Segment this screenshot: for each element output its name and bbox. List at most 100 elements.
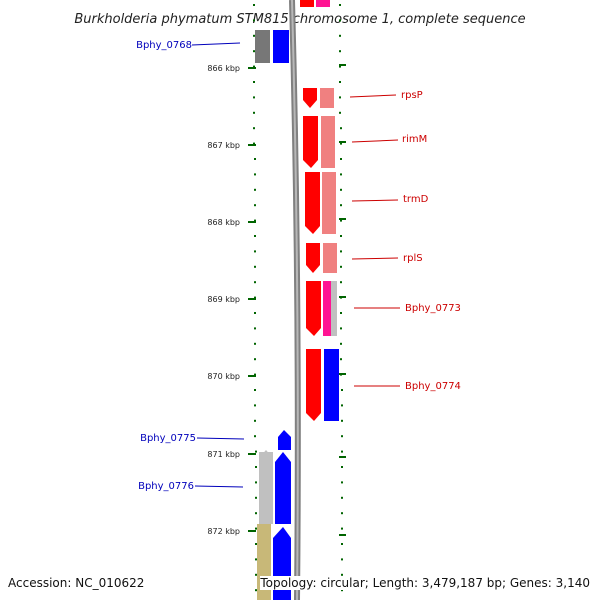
tick-dot (340, 358, 342, 361)
tick-dot (254, 265, 256, 268)
tick-dot (340, 327, 342, 330)
tick-dot (253, 50, 255, 53)
gene-block-bphy0773-gray[interactable] (331, 281, 337, 336)
gene-arrow-bphy0774[interactable] (306, 349, 321, 421)
tick-dot (340, 265, 342, 268)
kbp-label: 868 kbp (207, 218, 240, 227)
gene-arrow-bphy0776[interactable] (275, 452, 291, 524)
tick-dot (254, 419, 256, 422)
gene-block-rplS-light[interactable] (323, 243, 337, 273)
tick-dot (255, 466, 257, 468)
gene-arrow-rimM[interactable] (303, 116, 318, 168)
gene-label-bphy0774[interactable]: Bphy_0774 (405, 381, 461, 392)
tick-dot (341, 558, 343, 561)
tick-dot (253, 4, 255, 6)
tick-dot (253, 96, 255, 99)
tick-dot (254, 250, 256, 253)
tick-dot (254, 404, 256, 407)
gene-label-bphy0775[interactable]: Bphy_0775 (140, 433, 196, 444)
tick-dot (255, 450, 257, 453)
gene-block-bphy0776-gray[interactable] (259, 452, 273, 524)
major-tick (248, 530, 256, 532)
kbp-label: 870 kbp (207, 372, 240, 381)
kbp-label: 869 kbp (207, 295, 240, 304)
leader-line (351, 257, 399, 260)
gene-label-rplS[interactable]: rplS (403, 253, 423, 264)
tick-dot (341, 389, 343, 391)
major-tick (248, 67, 256, 69)
gene-label-bphy0773[interactable]: Bphy_0773 (405, 303, 461, 314)
gene-label-bphy0776[interactable]: Bphy_0776 (138, 481, 194, 492)
map-title: Burkholderia phymatum STM815 chromosome … (74, 12, 525, 27)
gene-label-rimM[interactable]: rimM (402, 134, 427, 145)
tick-dot (341, 573, 343, 576)
gene-arrow-bphy0773[interactable] (306, 281, 321, 336)
tick-dot (255, 527, 257, 530)
gene-block-trmD-light[interactable] (322, 172, 336, 234)
gene-label-bphy0768[interactable]: Bphy_0768 (136, 40, 192, 51)
gene-block-bphy0768-gray[interactable] (255, 30, 270, 63)
topology-text: Topology: circular; Length: 3,479,187 bp… (260, 576, 590, 590)
tick-dot (254, 296, 256, 299)
tick-dot (341, 435, 343, 438)
accession-text: Accession: NC_010622 (8, 576, 145, 590)
tick-dot (255, 496, 257, 499)
tick-dot (340, 250, 342, 253)
leader-line (194, 485, 244, 488)
leader-line (349, 94, 397, 98)
tick-dot (340, 342, 342, 345)
tick-dot (339, 34, 341, 37)
tick-dot (341, 589, 343, 592)
tick-dot (254, 219, 256, 222)
major-tick (339, 141, 346, 143)
tick-dot (339, 111, 341, 114)
tick-dot (340, 158, 342, 160)
tick-dot (339, 4, 341, 6)
tick-dot (340, 235, 342, 237)
gene-arrow-bphy0775[interactable] (278, 430, 291, 450)
major-tick (248, 375, 256, 377)
leader-line (351, 199, 399, 202)
right-tick-column (339, 4, 346, 592)
tick-dot (255, 543, 257, 545)
leader-line (196, 437, 245, 440)
gene-block-rpsP-light[interactable] (320, 88, 334, 108)
tick-dot (253, 19, 255, 22)
gene-block-bphy0768[interactable] (273, 30, 289, 63)
major-tick (339, 456, 346, 458)
tick-dot (255, 512, 257, 515)
gene-arrow-rplS[interactable] (306, 243, 320, 273)
gene-block-rimM-light[interactable] (321, 116, 335, 168)
tick-dot (254, 342, 256, 345)
major-tick (248, 221, 256, 223)
kbp-label: 866 kbp (207, 64, 240, 73)
tick-dot (254, 327, 256, 330)
tick-dot (339, 50, 341, 53)
tick-dot (340, 142, 342, 145)
tick-dot (253, 142, 255, 145)
gene-label-rpsP[interactable]: rpsP (401, 90, 423, 101)
gene-block-bphy0774-blue[interactable] (324, 349, 339, 421)
major-tick (248, 144, 256, 146)
major-tick (339, 296, 346, 298)
tick-dot (254, 188, 256, 191)
chromosome-backbone-highlight (291, 0, 299, 600)
major-tick (248, 298, 256, 300)
gene-arrow-trmD[interactable] (305, 172, 320, 234)
major-tick (339, 64, 346, 66)
tick-dot (339, 65, 341, 68)
tick-dot (254, 373, 256, 376)
major-tick (339, 218, 346, 220)
gene-arrow-rpsP[interactable] (303, 88, 317, 108)
tick-dot (254, 158, 256, 160)
gene-block-top-pink (316, 0, 330, 7)
tick-dot (254, 173, 256, 176)
tick-dot (255, 481, 257, 484)
tick-dot (340, 281, 342, 284)
gene-block-bphy0773-pink[interactable] (323, 281, 331, 336)
tick-dot (341, 512, 343, 515)
tick-dot (255, 573, 257, 576)
gene-label-trmD[interactable]: trmD (403, 194, 429, 205)
tick-dot (254, 312, 256, 314)
